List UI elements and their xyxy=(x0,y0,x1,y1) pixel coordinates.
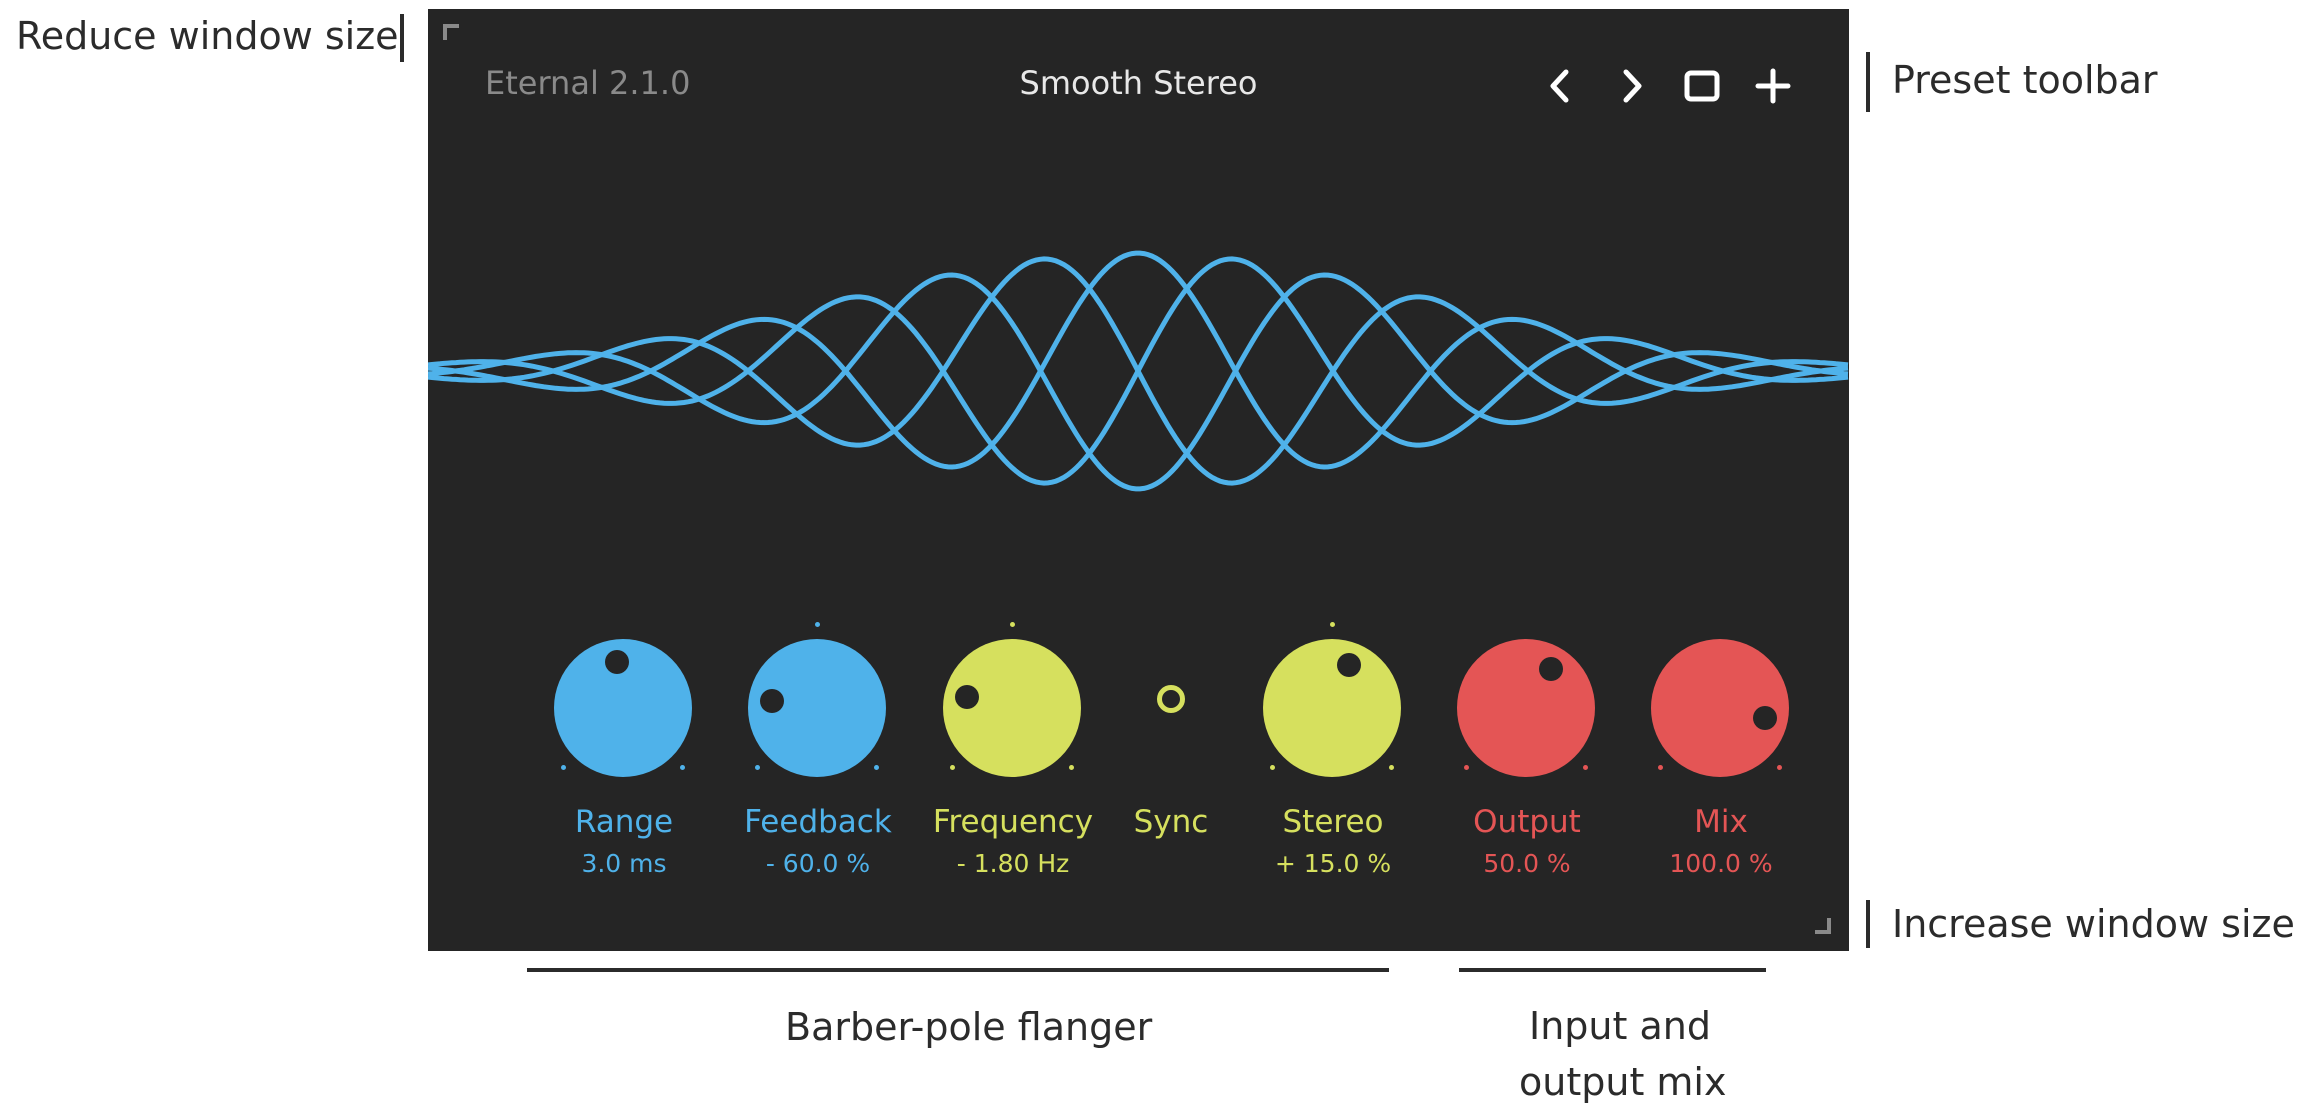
waveform-line-4 xyxy=(428,250,1849,470)
feedback-value: - 60.0 % xyxy=(765,849,871,878)
frequency-tick-mark xyxy=(1009,621,1015,627)
add-preset-icon[interactable] xyxy=(1751,64,1795,108)
range-knob[interactable] xyxy=(554,639,692,777)
save-preset-icon[interactable] xyxy=(1680,64,1724,108)
output-tick-mark xyxy=(1464,764,1470,770)
preset-name[interactable]: Smooth Stereo xyxy=(1019,64,1258,102)
stereo-knob-indicator xyxy=(1336,653,1361,678)
output-knob[interactable] xyxy=(1457,639,1595,777)
range-value: 3.0 ms xyxy=(581,849,667,878)
range-tick-mark xyxy=(679,764,685,770)
feedback-tick-mark xyxy=(814,621,820,627)
increase-window-size-marker xyxy=(1866,900,1870,948)
range-label: Range xyxy=(574,804,674,840)
plugin-version: Eternal 2.1.0 xyxy=(485,64,691,102)
chevron-left-icon[interactable] xyxy=(1539,64,1583,108)
stereo-knob[interactable] xyxy=(1263,639,1401,777)
sync-toggle[interactable] xyxy=(1157,685,1185,713)
barber-pole-flanger-bracket xyxy=(527,968,1389,972)
output-tick-mark xyxy=(1582,764,1588,770)
flanger-waveform-display xyxy=(428,250,1849,492)
output-knob-indicator xyxy=(1538,657,1563,682)
stereo-label: Stereo xyxy=(1282,804,1384,840)
output-value: 50.0 % xyxy=(1483,849,1571,878)
feedback-tick-mark xyxy=(755,764,761,770)
frequency-knob[interactable] xyxy=(943,639,1081,777)
reduce-window-size-marker xyxy=(400,14,404,62)
frequency-tick-mark xyxy=(950,764,956,770)
stereo-tick-mark xyxy=(1388,764,1394,770)
feedback-knob[interactable] xyxy=(748,639,886,777)
input-output-mix-bracket xyxy=(1459,968,1766,972)
preset-toolbar-marker xyxy=(1866,52,1870,112)
frequency-tick-mark xyxy=(1068,764,1074,770)
feedback-label: Feedback xyxy=(744,804,892,840)
increase-window-size-icon[interactable] xyxy=(1813,916,1831,934)
output-label: Output xyxy=(1473,804,1581,840)
input-output-mix-label-line1: Input and xyxy=(1529,1004,1711,1048)
feedback-tick-mark xyxy=(873,764,879,770)
mix-tick-mark xyxy=(1776,764,1782,770)
waveform-line-2 xyxy=(428,272,1849,492)
mix-tick-mark xyxy=(1658,764,1664,770)
reduce-window-size-label: Reduce window size xyxy=(16,14,399,58)
frequency-label: Frequency xyxy=(932,804,1094,840)
range-knob-indicator xyxy=(604,650,629,675)
input-output-mix-label-line2: output mix xyxy=(1519,1060,1727,1104)
plugin-window: Eternal 2.1.0 Smooth Stereo Range 3.0 ms F… xyxy=(428,9,1849,951)
mix-knob-indicator xyxy=(1752,706,1777,731)
barber-pole-flanger-label: Barber-pole flanger xyxy=(785,1005,1153,1049)
mix-knob[interactable] xyxy=(1651,639,1789,777)
stereo-tick-mark xyxy=(1270,764,1276,770)
range-tick-mark xyxy=(561,764,567,770)
preset-toolbar-label: Preset toolbar xyxy=(1892,58,2158,102)
chevron-right-icon[interactable] xyxy=(1609,64,1653,108)
reduce-window-size-icon[interactable] xyxy=(443,24,461,42)
mix-value: 100.0 % xyxy=(1669,849,1773,878)
increase-window-size-label: Increase window size xyxy=(1892,902,2295,946)
frequency-value: - 1.80 Hz xyxy=(956,849,1070,878)
stereo-tick-mark xyxy=(1329,621,1335,627)
mix-label: Mix xyxy=(1694,804,1748,840)
feedback-knob-indicator xyxy=(759,688,784,713)
stereo-value: + 15.0 % xyxy=(1274,849,1392,878)
waveform-line-3 xyxy=(428,256,1849,486)
sync-label: Sync xyxy=(1133,804,1209,840)
frequency-knob-indicator xyxy=(955,684,980,709)
